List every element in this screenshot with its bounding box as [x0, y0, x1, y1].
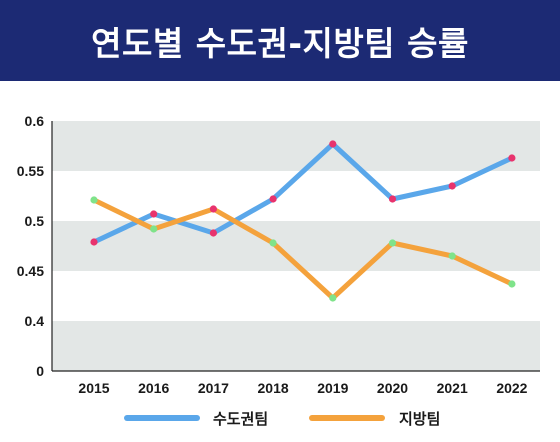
y-tick-label: 0.55 — [17, 163, 44, 179]
x-tick-label: 2016 — [138, 380, 169, 396]
data-point — [150, 210, 158, 218]
x-tick-label: 2022 — [496, 380, 527, 396]
x-tick-label: 2015 — [78, 380, 109, 396]
x-tick-label: 2017 — [198, 380, 229, 396]
x-tick-label: 2018 — [258, 380, 289, 396]
y-tick-label: 0.4 — [25, 313, 45, 329]
data-point — [508, 280, 516, 288]
y-tick-label: 0.5 — [25, 213, 45, 229]
x-axis-ticks: 2015 2016 2017 2018 2019 2020 2021 2022 — [78, 380, 527, 396]
data-point — [209, 229, 217, 237]
data-point — [209, 205, 217, 213]
title-banner: 연도별 수도권-지방팀 승률 — [0, 0, 560, 81]
data-point — [329, 294, 337, 302]
legend-label: 지방팀 — [399, 410, 440, 428]
series-line-1 — [91, 197, 515, 301]
x-tick-label: 2019 — [317, 380, 348, 396]
y-tick-label: 0.6 — [25, 113, 45, 129]
x-tick-label: 2020 — [377, 380, 408, 396]
data-point — [388, 195, 397, 203]
data-point — [329, 140, 337, 148]
legend-label: 수도권팀 — [213, 410, 268, 428]
data-point — [90, 238, 98, 246]
y-tick-label: 0.45 — [17, 263, 44, 279]
y-tick-label: 0 — [36, 363, 44, 379]
x-tick-label: 2021 — [437, 380, 468, 396]
y-axis-ticks: 0 0.4 0.45 0.5 0.55 0.6 — [17, 113, 44, 379]
grid-band — [52, 321, 540, 371]
data-point — [269, 195, 277, 203]
data-point — [448, 252, 456, 260]
series-markers — [90, 140, 516, 302]
legend: 수도권팀 지방팀 — [124, 410, 440, 428]
series-lines — [91, 141, 515, 301]
data-point — [388, 239, 397, 247]
data-point — [448, 182, 456, 190]
axes — [51, 121, 540, 372]
data-point — [508, 154, 516, 162]
line-chart: 00.40.450.50.550.6 2015 2016 2017 2018 2019 2… — [17, 113, 540, 428]
chart-title: 연도별 수도권-지방팀 승률 — [91, 23, 469, 63]
data-point — [269, 239, 277, 247]
data-point — [150, 225, 158, 233]
data-point — [90, 196, 98, 204]
grid-band — [52, 121, 540, 171]
grid-bands — [52, 121, 540, 371]
series-line-0 — [91, 141, 515, 245]
